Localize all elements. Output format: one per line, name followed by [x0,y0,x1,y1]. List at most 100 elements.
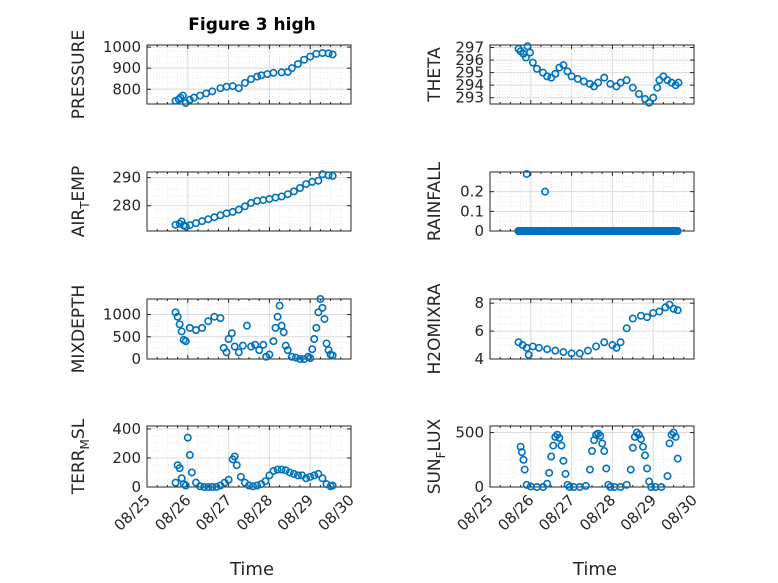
sun-flux-point [673,454,682,463]
rainfall-point [628,227,637,236]
rainfall-point [604,227,613,236]
terr-msl-point [293,471,302,480]
air-temp-series [171,170,337,231]
theta-point [543,72,552,81]
sun-flux-point [638,442,647,451]
h2omixra-point [628,314,637,323]
sun-flux-point [602,464,611,473]
mixdepth-point [273,312,282,321]
mixdepth-point [198,323,207,332]
theta-point [528,58,537,67]
pressure-point [208,87,217,96]
terr-msl-point [261,477,270,486]
mixdepth-point [234,348,243,357]
sun-flux-point [522,480,531,489]
pressure-point [293,59,302,68]
mixdepth-point [318,303,327,312]
air-temp-grid [146,172,352,232]
theta-ytick-label: 293 [455,89,484,107]
mixdepth-point [279,328,288,337]
pressure-point [269,68,278,77]
terr-msl-point [232,461,241,470]
panel-rainfall: 0 0.10.2 RAINFALL [425,161,695,241]
sun-flux-point [632,428,641,437]
mixdepth-point [269,337,278,346]
h2omixra-point [583,346,592,355]
rainfall-point [539,227,548,236]
theta-point [634,89,643,98]
x-axis-label-left: Time [229,559,274,580]
sun-flux-point [581,481,590,490]
theta-ytick-label: 295 [455,64,484,82]
pressure-ytick-label: 800 [112,80,141,98]
pressure-point [240,78,249,87]
theta-point [649,93,658,102]
terr-msl-point [212,482,221,491]
h2omixra-point [524,350,533,359]
rainfall-point [563,227,572,236]
rainfall-ytick-label: 0.1 [460,202,484,220]
mixdepth-point [204,317,213,326]
pressure-point [178,91,187,100]
rainfall-point [522,169,531,178]
terr-msl-point [230,452,239,461]
air-temp-ytick-label: 290 [112,169,141,187]
terr-msl-point [196,482,205,491]
h2omixra-point [600,338,609,347]
mixdepth-point [328,351,337,360]
sun-flux-point [547,452,556,461]
sun-flux-point [517,448,526,457]
sun-flux-point [598,439,607,448]
sun-flux-point [641,451,650,460]
terr-msl-point [204,482,213,491]
mixdepth-point [322,339,331,348]
mixdepth-point [238,341,247,350]
mixdepth-ytick-label: 500 [112,328,141,346]
terr-msl-point [185,451,194,460]
air-temp-point [240,202,249,211]
rainfall-point [612,227,621,236]
terr-msl-point [273,465,282,474]
h2omixra-ytick-label: 8 [474,294,484,312]
terr-msl-series [171,433,337,491]
theta-point [532,64,541,73]
sun-flux-point [545,468,554,477]
pressure-ytick-label: 900 [112,59,141,77]
sun-flux-point [519,455,528,464]
h2omixra-ytick-label: 4 [474,350,484,368]
theta-series [514,42,683,107]
sun-flux-point [600,447,609,456]
theta-ylabel: THETA [425,47,445,103]
mixdepth-point [281,341,290,350]
terr-msl-grid [146,426,352,488]
terr-msl-point [289,469,298,478]
terr-msl-point [236,472,245,481]
rainfall-point [653,227,662,236]
air-temp-point [328,171,337,180]
mixdepth-point [283,346,292,355]
mixdepth-point [312,323,321,332]
panel-pressure: 800 900 1000 PRESSURE [69,30,352,119]
mixdepth-point [171,308,180,317]
pressure-point [324,49,333,58]
air-temp-point [289,187,298,196]
pressure-ylabel: PRESSURE [69,30,89,119]
panel-mixdepth: 0 500 1000 MIXDEPTH [69,285,352,373]
theta-point [563,67,572,76]
air-temp-point [234,205,243,214]
sun-flux-point [606,482,615,491]
sun-flux-point [669,428,678,437]
rainfall-ytick-label: 0.2 [460,183,484,201]
terr-msl-point [306,472,315,481]
terr-msl-point [318,474,327,483]
rainfall-grid [489,171,695,232]
mixdepth-point [224,334,233,343]
rainfall-point [587,227,596,236]
mixdepth-point [310,334,319,343]
h2omixra-point [673,306,682,315]
h2omixra-point [643,313,652,322]
figure-title: Figure 3 high [188,15,316,35]
theta-ytick-label: 294 [455,76,484,94]
